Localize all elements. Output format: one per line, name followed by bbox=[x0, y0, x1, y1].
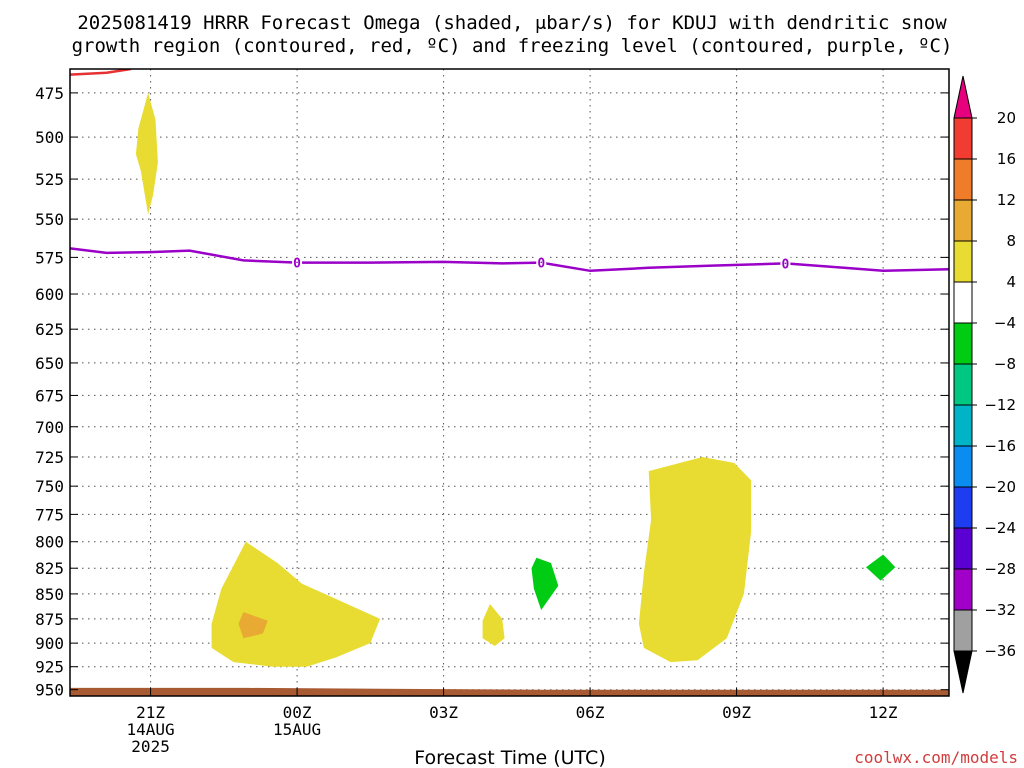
colorbar-tick-label: −36 bbox=[984, 642, 1016, 660]
colorbar-swatch bbox=[953, 240, 973, 283]
colorbar-tick-label: −32 bbox=[984, 601, 1016, 619]
colorbar-swatch bbox=[953, 158, 973, 201]
colorbar-swatch bbox=[953, 281, 973, 324]
plot-area bbox=[70, 69, 949, 696]
colorbar-tick-label: 4 bbox=[1006, 273, 1016, 291]
x-tick-label: 2025 bbox=[131, 737, 170, 756]
plot-frame bbox=[69, 68, 950, 697]
colorbar-tick-label: −4 bbox=[994, 314, 1016, 332]
terrain-layer bbox=[70, 687, 949, 696]
colorbar-tick-label: −24 bbox=[984, 519, 1016, 537]
freezing-level-label: 0 bbox=[781, 257, 789, 272]
colorbar-swatch bbox=[953, 486, 973, 529]
omega-region bbox=[638, 457, 752, 663]
x-tick-label: 14AUG bbox=[126, 720, 174, 739]
colorbar-swatch bbox=[953, 199, 973, 242]
y-axis: 475 500 525 550 575 600 625 650 675 700 725 750 775 8… bbox=[35, 84, 949, 700]
terrain-band bbox=[70, 687, 949, 696]
y-tick-label: 550 bbox=[35, 210, 64, 229]
colorbar-tick-label: −16 bbox=[984, 437, 1016, 455]
y-tick-label: 950 bbox=[35, 681, 64, 700]
x-tick-label: 21Z bbox=[136, 703, 165, 722]
omega-region bbox=[866, 554, 896, 581]
x-tick-label: 12Z bbox=[869, 703, 898, 722]
colorbar-swatch bbox=[953, 568, 973, 611]
omega-region bbox=[135, 92, 158, 215]
omega-region bbox=[482, 604, 505, 646]
dendritic-zone-contour bbox=[70, 69, 132, 76]
y-tick-label: 475 bbox=[35, 84, 64, 103]
x-tick-label: 15AUG bbox=[273, 720, 321, 739]
colorbar-top-arrow bbox=[953, 75, 973, 119]
freezing-level-label: 0 bbox=[537, 257, 545, 272]
y-tick-label: 825 bbox=[35, 559, 64, 578]
colorbar-tick-label: 16 bbox=[997, 150, 1016, 168]
freezing-level-label-bg bbox=[780, 256, 791, 271]
chart-title-line2: growth region (contoured, red, ºC) and f… bbox=[72, 35, 953, 57]
colorbar-tick-label: −12 bbox=[984, 396, 1016, 414]
x-tick-label: 00Z bbox=[283, 703, 312, 722]
y-tick-label: 900 bbox=[35, 634, 64, 653]
colorbar-swatch bbox=[953, 445, 973, 488]
colorbar-tick-label: −28 bbox=[984, 560, 1016, 578]
colorbar-swatch bbox=[953, 527, 973, 570]
contour-lines: 0 0 0 bbox=[70, 69, 949, 272]
chart-title-line1: 2025081419 HRRR Forecast Omega (shaded, … bbox=[77, 12, 947, 34]
y-tick-label: 575 bbox=[35, 248, 64, 267]
colorbar: 20 16 12 8 4 −4 −8 −12 −16 −20 −24 −28 −32 −36 bbox=[953, 75, 1016, 694]
y-tick-label: 625 bbox=[35, 320, 64, 339]
grid-lines bbox=[70, 69, 949, 696]
colorbar-tick-label: −20 bbox=[984, 478, 1016, 496]
credit-text: coolwx.com/models bbox=[854, 748, 1018, 767]
y-tick-label: 725 bbox=[35, 448, 64, 467]
colorbar-swatch bbox=[953, 404, 973, 447]
colorbar-swatch bbox=[953, 117, 973, 160]
colorbar-swatch bbox=[953, 322, 973, 365]
freezing-level-label-bg bbox=[292, 255, 303, 270]
x-tick-label: 09Z bbox=[722, 703, 751, 722]
y-tick-label: 875 bbox=[35, 610, 64, 629]
colorbar-tick-label: 20 bbox=[997, 109, 1016, 127]
y-tick-label: 600 bbox=[35, 285, 64, 304]
y-tick-label: 525 bbox=[35, 170, 64, 189]
colorbar-swatch bbox=[953, 363, 973, 406]
y-tick-label: 700 bbox=[35, 418, 64, 437]
omega-region bbox=[531, 557, 559, 610]
y-tick-label: 925 bbox=[35, 658, 64, 677]
y-tick-label: 775 bbox=[35, 505, 64, 524]
colorbar-tick-label: 12 bbox=[997, 191, 1016, 209]
colorbar-tick-label: 8 bbox=[1006, 232, 1016, 250]
x-axis-label: Forecast Time (UTC) bbox=[414, 747, 605, 768]
colorbar-bottom-arrow bbox=[953, 650, 973, 694]
y-tick-label: 800 bbox=[35, 533, 64, 552]
y-tick-label: 500 bbox=[35, 128, 64, 147]
y-tick-label: 675 bbox=[35, 386, 64, 405]
freezing-level-contour bbox=[70, 247, 949, 273]
x-tick-label: 03Z bbox=[429, 703, 458, 722]
omega-shaded-regions bbox=[135, 92, 896, 667]
x-tick-label: 06Z bbox=[576, 703, 605, 722]
y-tick-label: 650 bbox=[35, 354, 64, 373]
y-tick-label: 850 bbox=[35, 585, 64, 604]
freezing-level-label-bg bbox=[536, 255, 547, 270]
colorbar-tick-label: −8 bbox=[994, 355, 1016, 373]
omega-region bbox=[238, 612, 268, 639]
freezing-level-label: 0 bbox=[293, 257, 301, 272]
colorbar-swatch bbox=[953, 609, 973, 652]
y-tick-label: 750 bbox=[35, 477, 64, 496]
